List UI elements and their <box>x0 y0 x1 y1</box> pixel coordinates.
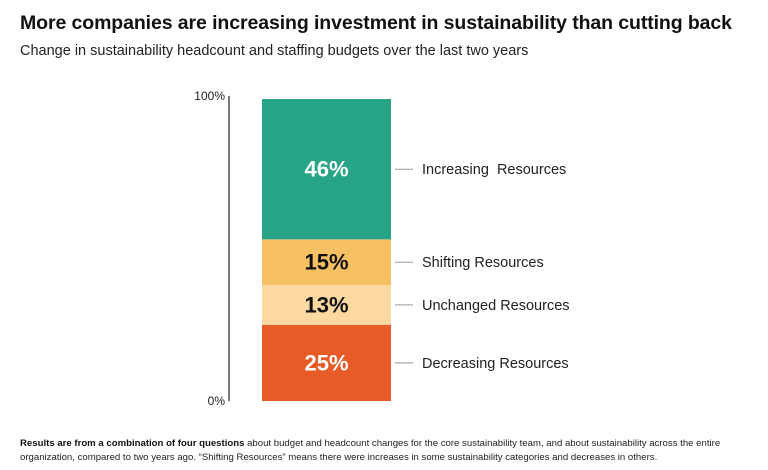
data-label-unchanged-resources: 13% <box>304 292 348 317</box>
data-label-shifting-resources: 15% <box>304 250 348 275</box>
y-tick-label: 100% <box>194 89 225 103</box>
bar-segment-increasing-resources <box>262 99 391 240</box>
footnote-bold: Results are from a combination of four q… <box>20 438 245 449</box>
segment-name-shifting-resources: Shifting Resources <box>422 255 544 271</box>
data-label-increasing-resources: 46% <box>304 157 348 182</box>
bar-segment-shifting-resources <box>262 239 391 286</box>
footnote: Results are from a combination of four q… <box>20 437 750 465</box>
stacked-bar-chart: 0% 100% 25% Decreasing Resources 13% Unchange… <box>194 89 570 408</box>
chart-title: More companies are increasing investment… <box>20 12 732 34</box>
segment-name-unchanged-resources: Unchanged Resources <box>422 298 570 314</box>
y-tick-label: 0% <box>208 394 226 408</box>
segment-name-decreasing-resources: Decreasing Resources <box>422 356 569 372</box>
bar-segment-decreasing-resources <box>262 324 391 401</box>
bar-segment-unchanged-resources <box>262 285 391 325</box>
footnote-text: about budget and headcount changes for t… <box>20 438 721 463</box>
data-label-decreasing-resources: 25% <box>304 350 348 375</box>
chart-subtitle: Change in sustainability headcount and s… <box>20 43 529 59</box>
segment-name-increasing-resources: Increasing Resources <box>422 162 566 178</box>
